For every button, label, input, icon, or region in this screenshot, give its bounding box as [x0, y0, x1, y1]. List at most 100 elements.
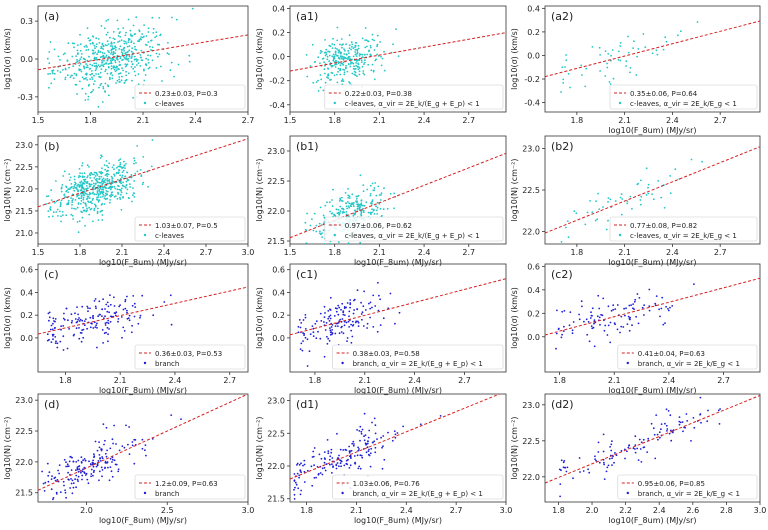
legend-fit-label: 0.22±0.03, P=0.38	[345, 90, 412, 98]
data-point	[81, 305, 84, 308]
data-point	[351, 43, 354, 46]
data-point	[83, 458, 86, 460]
data-point	[336, 73, 338, 76]
data-point	[617, 59, 620, 61]
data-point	[68, 173, 71, 176]
legend-series-label: branch, α_vir = 2E_k/(E_g + E_p) < 1	[353, 490, 483, 498]
data-point	[105, 56, 107, 58]
data-point	[324, 54, 327, 57]
data-point	[104, 466, 106, 469]
data-point	[607, 464, 610, 467]
data-point	[109, 303, 112, 306]
data-point	[78, 59, 81, 62]
data-point	[116, 58, 119, 61]
data-point	[678, 423, 681, 426]
data-point	[48, 51, 51, 53]
data-point	[337, 67, 340, 70]
data-point	[121, 67, 123, 70]
data-point	[106, 449, 108, 452]
data-point	[59, 59, 61, 61]
data-point	[604, 75, 607, 77]
data-point	[54, 320, 56, 323]
data-point	[147, 27, 150, 30]
data-point	[592, 326, 595, 329]
data-point	[325, 48, 328, 51]
data-point	[85, 185, 88, 187]
data-point	[374, 59, 377, 62]
data-point	[336, 39, 339, 42]
data-point	[66, 74, 69, 77]
panel-label: (d)	[44, 398, 60, 411]
y-axis-label: log10(N) (cm⁻²)	[255, 416, 264, 479]
data-point	[699, 396, 702, 399]
data-point	[65, 307, 68, 310]
x-tick-label: 2.4	[169, 376, 182, 385]
data-point	[352, 68, 355, 70]
data-point	[119, 304, 121, 306]
data-point	[398, 311, 401, 314]
data-point	[117, 468, 120, 471]
data-point	[669, 306, 671, 309]
data-point	[123, 160, 125, 163]
data-point	[350, 457, 352, 459]
data-point	[598, 316, 601, 319]
data-point	[96, 327, 98, 329]
data-point	[565, 54, 567, 56]
data-point	[74, 208, 77, 210]
data-point	[108, 328, 110, 330]
data-point	[59, 205, 62, 207]
data-point	[76, 49, 79, 52]
x-tick-label: 2.7	[200, 248, 213, 257]
data-point	[376, 330, 379, 333]
data-point	[159, 34, 162, 37]
axes-frame	[544, 263, 761, 373]
data-point	[591, 46, 594, 48]
data-point	[564, 66, 566, 68]
data-point	[93, 207, 96, 210]
data-point	[593, 345, 596, 348]
data-point	[50, 488, 53, 491]
data-point	[371, 421, 373, 424]
data-point	[134, 66, 136, 68]
data-point	[83, 78, 85, 80]
data-point	[330, 78, 332, 81]
data-point	[53, 78, 56, 80]
data-point	[64, 52, 66, 55]
data-point	[96, 181, 99, 183]
data-point	[126, 63, 129, 66]
data-point	[101, 219, 104, 221]
x-tick-label: 1.8	[570, 248, 583, 257]
x-axis-label: log10(F_8um) (MJy/sr)	[354, 258, 442, 267]
data-point	[123, 47, 125, 49]
panel-b: 1.5 1.8 2.1 2.4 2.7 3.021.021.522.022.523.0lo…	[3, 135, 254, 267]
data-point	[339, 43, 341, 46]
data-point	[131, 200, 133, 203]
data-point	[99, 192, 102, 195]
data-point	[116, 66, 119, 68]
data-point	[90, 172, 92, 175]
data-point	[356, 320, 359, 323]
fit-line	[545, 394, 760, 484]
data-point	[340, 57, 343, 60]
data-point	[111, 185, 113, 188]
data-point	[101, 214, 104, 216]
data-point	[60, 190, 63, 193]
data-point	[621, 198, 624, 200]
data-point	[155, 67, 158, 69]
data-point	[97, 196, 100, 199]
data-point	[79, 63, 82, 65]
data-point	[364, 53, 366, 56]
data-point	[133, 315, 136, 318]
data-point	[86, 164, 89, 167]
data-point	[328, 340, 331, 342]
data-point	[46, 462, 49, 465]
data-point	[124, 63, 127, 65]
data-point	[91, 322, 93, 325]
data-point	[123, 185, 126, 188]
data-point	[609, 198, 612, 201]
data-point	[147, 31, 150, 33]
data-point	[129, 183, 131, 186]
x-tick-label: 2.4	[653, 506, 666, 515]
data-point	[323, 321, 325, 323]
data-point	[64, 491, 67, 494]
